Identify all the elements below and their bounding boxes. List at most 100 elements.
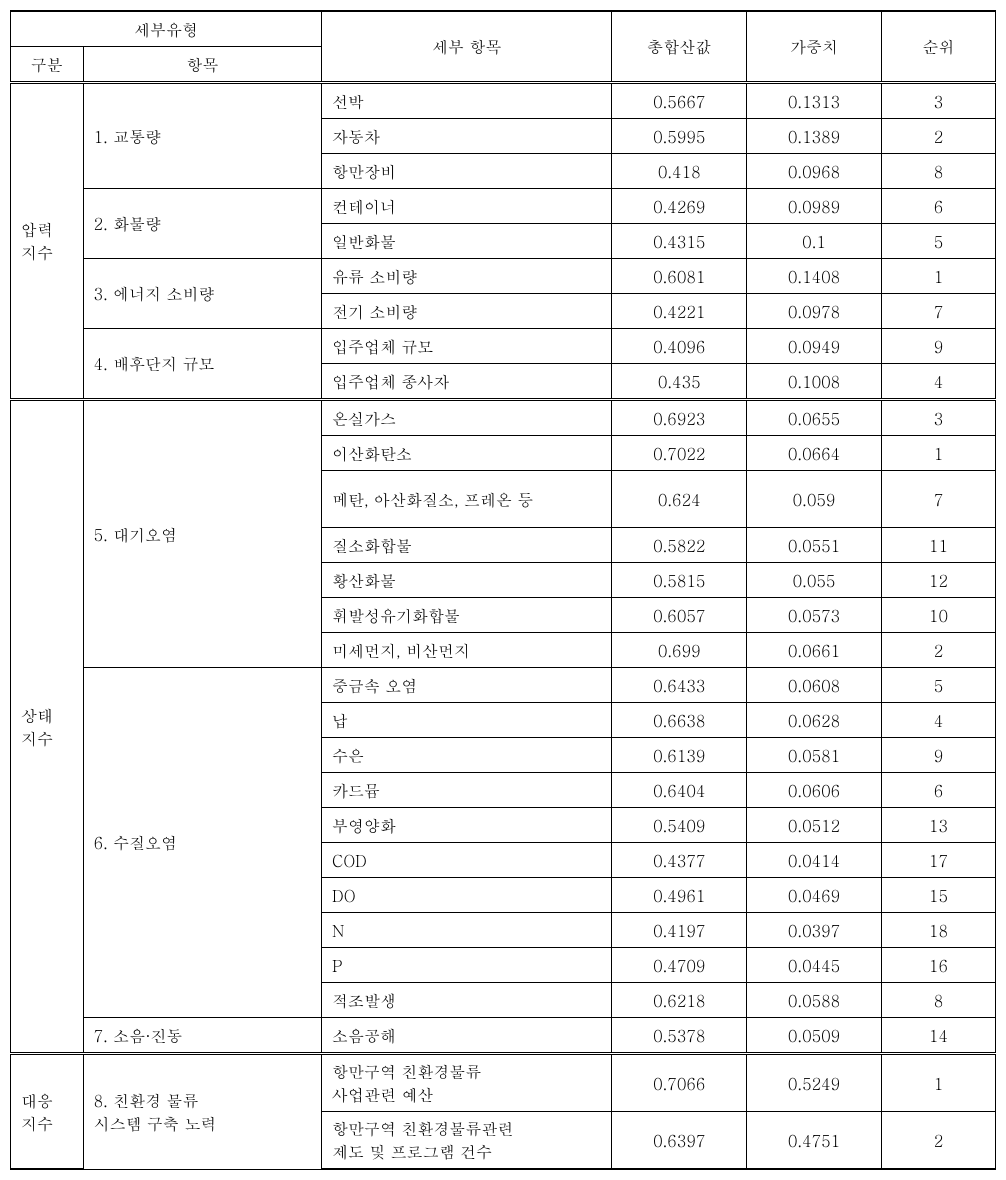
- detail-item: 중금속 오염: [322, 668, 612, 703]
- rank-value: 1: [881, 259, 995, 294]
- weight-value: 0.1: [747, 224, 882, 259]
- table-row: 3. 에너지 소비량유류 소비량0.60810.14081: [11, 259, 996, 294]
- total-value: 0.6218: [612, 983, 747, 1018]
- rank-value: 13: [881, 808, 995, 843]
- rank-value: 5: [881, 224, 995, 259]
- weight-value: 0.0628: [747, 703, 882, 738]
- total-value: 0.5815: [612, 563, 747, 598]
- weight-value: 0.5249: [747, 1054, 882, 1112]
- detail-item: 입주업체 규모: [322, 329, 612, 364]
- rank-value: 2: [881, 1112, 995, 1170]
- table-row: 7. 소음·진동소음공해0.53780.050914: [11, 1018, 996, 1054]
- header-sebu-yuhyeong: 세부유형: [11, 11, 322, 47]
- detail-item: 질소화합물: [322, 528, 612, 563]
- total-value: 0.4709: [612, 948, 747, 983]
- detail-item: 항만장비: [322, 154, 612, 189]
- group-label: 1. 교통량: [83, 83, 321, 189]
- total-value: 0.4269: [612, 189, 747, 224]
- detail-item: 휘발성유기화합물: [322, 598, 612, 633]
- detail-item: 선박: [322, 83, 612, 119]
- total-value: 0.4197: [612, 913, 747, 948]
- rank-value: 8: [881, 983, 995, 1018]
- weight-value: 0.0968: [747, 154, 882, 189]
- header-chonghap: 총합산값: [612, 11, 747, 83]
- total-value: 0.4315: [612, 224, 747, 259]
- section-label: 대응 지수: [11, 1054, 84, 1170]
- weight-value: 0.1313: [747, 83, 882, 119]
- detail-item: 자동차: [322, 119, 612, 154]
- table-row: 상태 지수5. 대기오염온실가스0.69230.06553: [11, 400, 996, 436]
- total-value: 0.6404: [612, 773, 747, 808]
- weight-value: 0.0445: [747, 948, 882, 983]
- weight-value: 0.0551: [747, 528, 882, 563]
- rank-value: 7: [881, 294, 995, 329]
- total-value: 0.6923: [612, 400, 747, 436]
- weight-value: 0.1389: [747, 119, 882, 154]
- total-value: 0.6638: [612, 703, 747, 738]
- total-value: 0.4377: [612, 843, 747, 878]
- total-value: 0.6433: [612, 668, 747, 703]
- group-label: 3. 에너지 소비량: [83, 259, 321, 329]
- group-label: 6. 수질오염: [83, 668, 321, 1018]
- total-value: 0.4221: [612, 294, 747, 329]
- rank-value: 1: [881, 436, 995, 471]
- header-hangmok: 항목: [83, 47, 321, 83]
- total-value: 0.624: [612, 471, 747, 528]
- detail-item: 컨테이너: [322, 189, 612, 224]
- total-value: 0.5822: [612, 528, 747, 563]
- total-value: 0.6139: [612, 738, 747, 773]
- total-value: 0.418: [612, 154, 747, 189]
- weight-value: 0.0978: [747, 294, 882, 329]
- rank-value: 9: [881, 329, 995, 364]
- detail-item: N: [322, 913, 612, 948]
- detail-item: 수은: [322, 738, 612, 773]
- table-row: 대응 지수8. 친환경 물류 시스템 구축 노력항만구역 친환경물류 사업관련 …: [11, 1054, 996, 1112]
- weight-value: 0.0606: [747, 773, 882, 808]
- detail-item: 적조발생: [322, 983, 612, 1018]
- group-label: 2. 화물량: [83, 189, 321, 259]
- detail-item: 유류 소비량: [322, 259, 612, 294]
- section-label: 상태 지수: [11, 400, 84, 1054]
- weight-value: 0.1008: [747, 364, 882, 400]
- weight-value: 0.4751: [747, 1112, 882, 1170]
- table-row: 압력 지수1. 교통량선박0.56670.13133: [11, 83, 996, 119]
- total-value: 0.5995: [612, 119, 747, 154]
- rank-value: 2: [881, 119, 995, 154]
- rank-value: 8: [881, 154, 995, 189]
- weight-value: 0.0588: [747, 983, 882, 1018]
- rank-value: 5: [881, 668, 995, 703]
- weight-value: 0.055: [747, 563, 882, 598]
- total-value: 0.7066: [612, 1054, 747, 1112]
- group-label: 5. 대기오염: [83, 400, 321, 668]
- detail-item: 미세먼지, 비산먼지: [322, 633, 612, 668]
- table-row: 4. 배후단지 규모입주업체 규모0.40960.09499: [11, 329, 996, 364]
- detail-item: DO: [322, 878, 612, 913]
- total-value: 0.4961: [612, 878, 747, 913]
- weight-value: 0.0512: [747, 808, 882, 843]
- header-gubun: 구분: [11, 47, 84, 83]
- group-label: 8. 친환경 물류 시스템 구축 노력: [83, 1054, 321, 1170]
- weight-value: 0.0989: [747, 189, 882, 224]
- rank-value: 6: [881, 189, 995, 224]
- rank-value: 14: [881, 1018, 995, 1054]
- total-value: 0.7022: [612, 436, 747, 471]
- total-value: 0.435: [612, 364, 747, 400]
- weight-value: 0.0397: [747, 913, 882, 948]
- rank-value: 4: [881, 703, 995, 738]
- rank-value: 16: [881, 948, 995, 983]
- rank-value: 15: [881, 878, 995, 913]
- detail-item: 부영양화: [322, 808, 612, 843]
- total-value: 0.4096: [612, 329, 747, 364]
- header-sunwi: 순위: [881, 11, 995, 83]
- detail-item: 항만구역 친환경물류관련 제도 및 프로그램 건수: [322, 1112, 612, 1170]
- weight-value: 0.0655: [747, 400, 882, 436]
- weight-value: 0.0949: [747, 329, 882, 364]
- detail-item: 온실가스: [322, 400, 612, 436]
- detail-item: 항만구역 친환경물류 사업관련 예산: [322, 1054, 612, 1112]
- header-gajungchi: 가중치: [747, 11, 882, 83]
- weight-value: 0.0414: [747, 843, 882, 878]
- detail-item: 입주업체 종사자: [322, 364, 612, 400]
- detail-item: 카드뮴: [322, 773, 612, 808]
- weight-value: 0.0608: [747, 668, 882, 703]
- weight-value: 0.059: [747, 471, 882, 528]
